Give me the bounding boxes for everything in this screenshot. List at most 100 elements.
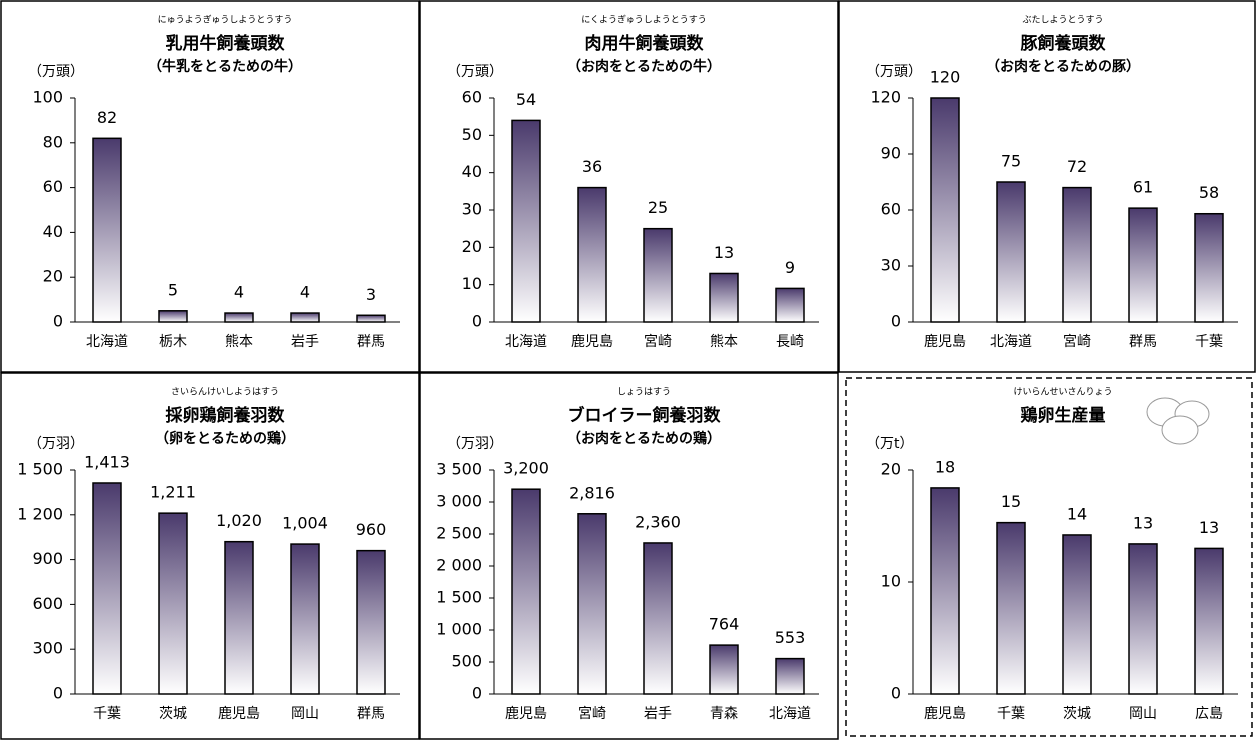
y-tick-label: 500 bbox=[451, 652, 482, 671]
bar bbox=[511, 488, 541, 695]
y-tick-label: 2 000 bbox=[436, 556, 482, 575]
bar bbox=[1194, 547, 1224, 695]
chart-subtitle: （お肉をとるための牛） bbox=[567, 58, 721, 75]
chart-title: 採卵鶏飼養羽数 bbox=[166, 405, 286, 426]
data-label: 960 bbox=[356, 520, 387, 539]
x-tick-label: 熊本 bbox=[710, 334, 738, 350]
bar bbox=[511, 119, 541, 323]
x-tick-label: 熊本 bbox=[225, 334, 253, 350]
bar bbox=[1062, 186, 1092, 323]
y-tick-label: 300 bbox=[32, 639, 63, 658]
data-label: 3,200 bbox=[503, 459, 549, 478]
chart-title: 豚飼養頭数 bbox=[1021, 33, 1107, 54]
bar bbox=[92, 482, 122, 695]
y-tick-label: 90 bbox=[881, 144, 901, 163]
data-label: 9 bbox=[785, 258, 795, 277]
x-tick-label: 群馬 bbox=[357, 706, 385, 722]
chart-subtitle: （牛乳をとるための牛） bbox=[148, 58, 302, 75]
bar bbox=[356, 314, 386, 323]
bar bbox=[709, 272, 739, 323]
data-label: 54 bbox=[516, 90, 536, 109]
x-tick-label: 茨城 bbox=[1063, 706, 1091, 722]
data-label: 3 bbox=[366, 285, 376, 304]
y-tick-label: 0 bbox=[472, 684, 482, 703]
x-tick-label: 千葉 bbox=[1195, 334, 1223, 350]
x-tick-label: 岩手 bbox=[291, 334, 319, 350]
y-tick-label: 0 bbox=[891, 684, 901, 703]
y-tick-label: 100 bbox=[32, 88, 63, 107]
data-label: 13 bbox=[1133, 513, 1153, 532]
bar bbox=[930, 97, 960, 323]
data-label: 82 bbox=[97, 108, 117, 127]
data-label: 2,816 bbox=[569, 483, 615, 502]
bar bbox=[290, 312, 320, 323]
y-tick-label: 20 bbox=[462, 237, 482, 256]
x-tick-label: 岩手 bbox=[644, 706, 672, 722]
x-tick-label: 宮崎 bbox=[1063, 334, 1091, 350]
y-tick-label: 40 bbox=[462, 162, 482, 181]
y-axis-unit: （万羽） bbox=[28, 436, 84, 452]
data-label: 36 bbox=[582, 157, 602, 176]
chart-subtitle: （お肉をとるための鶏） bbox=[567, 430, 721, 447]
y-tick-label: 60 bbox=[43, 177, 63, 196]
bar bbox=[930, 487, 960, 695]
title-reading: にゅうようぎゅうしようとうすう bbox=[158, 14, 293, 26]
x-tick-label: 宮崎 bbox=[578, 706, 606, 722]
y-tick-label: 10 bbox=[881, 572, 901, 591]
panel-border bbox=[0, 0, 420, 373]
data-label: 72 bbox=[1067, 157, 1087, 176]
panel-border bbox=[838, 0, 1256, 373]
bar bbox=[577, 513, 607, 695]
x-tick-label: 北海道 bbox=[769, 706, 811, 722]
x-tick-label: 千葉 bbox=[93, 706, 121, 722]
bar bbox=[92, 137, 122, 323]
bar bbox=[356, 549, 386, 695]
bar bbox=[643, 227, 673, 323]
y-tick-label: 3 000 bbox=[436, 492, 482, 511]
data-label: 1,413 bbox=[84, 452, 130, 471]
y-tick-label: 900 bbox=[32, 549, 63, 568]
data-label: 14 bbox=[1067, 504, 1087, 523]
data-label: 764 bbox=[709, 615, 740, 634]
panel-border bbox=[419, 372, 839, 740]
data-label: 13 bbox=[714, 243, 734, 262]
x-tick-label: 長崎 bbox=[776, 334, 804, 350]
bar bbox=[1128, 207, 1158, 323]
x-tick-label: 岡山 bbox=[291, 706, 319, 722]
y-tick-label: 20 bbox=[881, 460, 901, 479]
data-label: 58 bbox=[1199, 183, 1219, 202]
chart-subtitle: （卵をとるための鶏） bbox=[155, 430, 295, 447]
bar bbox=[1194, 212, 1224, 323]
y-tick-label: 50 bbox=[462, 125, 482, 144]
bar bbox=[775, 287, 805, 323]
y-axis-unit: （万t） bbox=[866, 436, 914, 452]
x-tick-label: 宮崎 bbox=[644, 334, 672, 350]
y-tick-label: 0 bbox=[53, 312, 63, 331]
bar bbox=[643, 542, 673, 695]
y-tick-label: 60 bbox=[462, 88, 482, 107]
data-label: 120 bbox=[930, 68, 961, 87]
x-tick-label: 栃木 bbox=[159, 334, 187, 350]
x-tick-label: 群馬 bbox=[357, 334, 385, 350]
data-label: 1,020 bbox=[216, 511, 262, 530]
y-tick-label: 0 bbox=[472, 312, 482, 331]
data-label: 1,211 bbox=[150, 483, 196, 502]
data-label: 1,004 bbox=[282, 514, 328, 533]
y-tick-label: 30 bbox=[881, 256, 901, 275]
title-reading: にくようぎゅうしようとうすう bbox=[581, 14, 707, 26]
y-tick-label: 60 bbox=[881, 200, 901, 219]
data-label: 15 bbox=[1001, 492, 1021, 511]
data-label: 4 bbox=[300, 283, 310, 302]
panel-border bbox=[419, 0, 839, 373]
x-tick-label: 千葉 bbox=[997, 706, 1025, 722]
x-tick-label: 広島 bbox=[1195, 706, 1223, 722]
y-tick-label: 120 bbox=[870, 88, 901, 107]
bar bbox=[996, 181, 1026, 323]
bar bbox=[996, 521, 1026, 695]
y-axis-unit: （万頭） bbox=[866, 64, 922, 80]
title-reading: ぶたしようとうすう bbox=[1022, 15, 1103, 26]
